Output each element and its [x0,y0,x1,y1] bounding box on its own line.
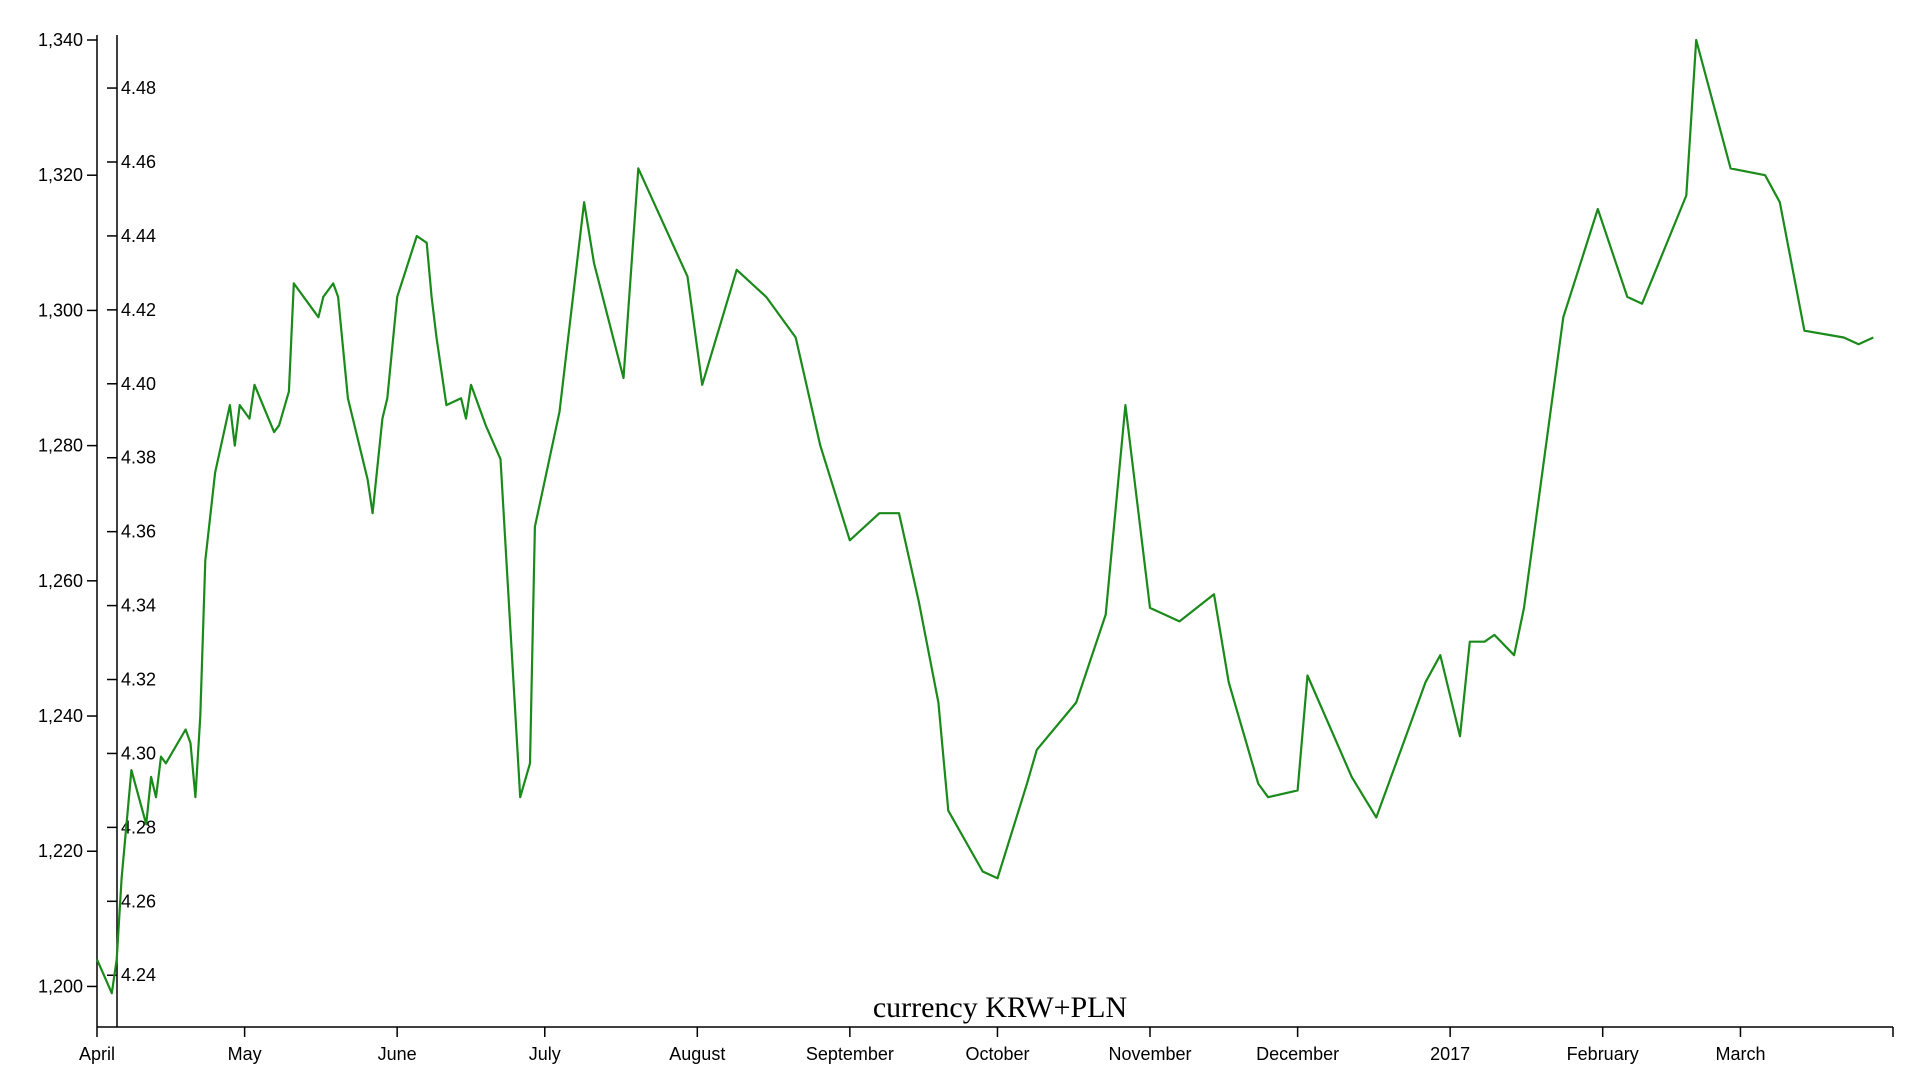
right-tick-label: 4.42 [121,300,156,320]
x-tick-label: May [228,1044,262,1064]
x-tick-label: November [1108,1044,1191,1064]
left-tick-label: 1,340 [38,30,83,50]
right-y-axis: 4.244.264.284.304.324.344.364.384.404.42… [107,78,156,985]
left-tick-label: 1,280 [38,436,83,456]
x-tick-label: February [1567,1044,1639,1064]
x-tick-label: October [965,1044,1029,1064]
x-tick-label: 2017 [1430,1044,1470,1064]
right-tick-label: 4.32 [121,670,156,690]
left-tick-label: 1,320 [38,165,83,185]
right-tick-label: 4.40 [121,374,156,394]
x-tick-label: December [1256,1044,1339,1064]
x-axis: April May June July August September October No… [79,1027,1894,1064]
right-tick-label: 4.44 [121,226,156,246]
left-tick-label: 1,300 [38,300,83,320]
left-tick-label: 1,240 [38,706,83,726]
left-tick-label: 1,260 [38,571,83,591]
chart-title: currency KRW+PLN [873,991,1127,1024]
x-tick-label: June [378,1044,417,1064]
left-tick-label: 1,220 [38,841,83,861]
left-y-axis: 1,200 1,220 1,240 1,260 1,280 1,300 1,320 1,340 [38,30,97,996]
right-tick-label: 4.24 [121,965,156,985]
x-tick-label: September [806,1044,894,1064]
plot-area [95,38,1874,995]
right-tick-label: 4.48 [121,78,156,98]
right-tick-label: 4.36 [121,522,156,542]
right-tick-label: 4.26 [121,891,156,911]
left-tick-label: 1,200 [38,976,83,996]
right-tick-label: 4.46 [121,152,156,172]
x-tick-label: July [529,1044,561,1064]
right-tick-label: 4.34 [121,596,156,616]
krw-series-line [95,38,1874,995]
x-tick-label: August [669,1044,725,1064]
right-tick-label: 4.38 [121,448,156,468]
x-tick-label: March [1715,1044,1765,1064]
x-tick-label: April [79,1044,115,1064]
right-tick-label: 4.30 [121,743,156,763]
